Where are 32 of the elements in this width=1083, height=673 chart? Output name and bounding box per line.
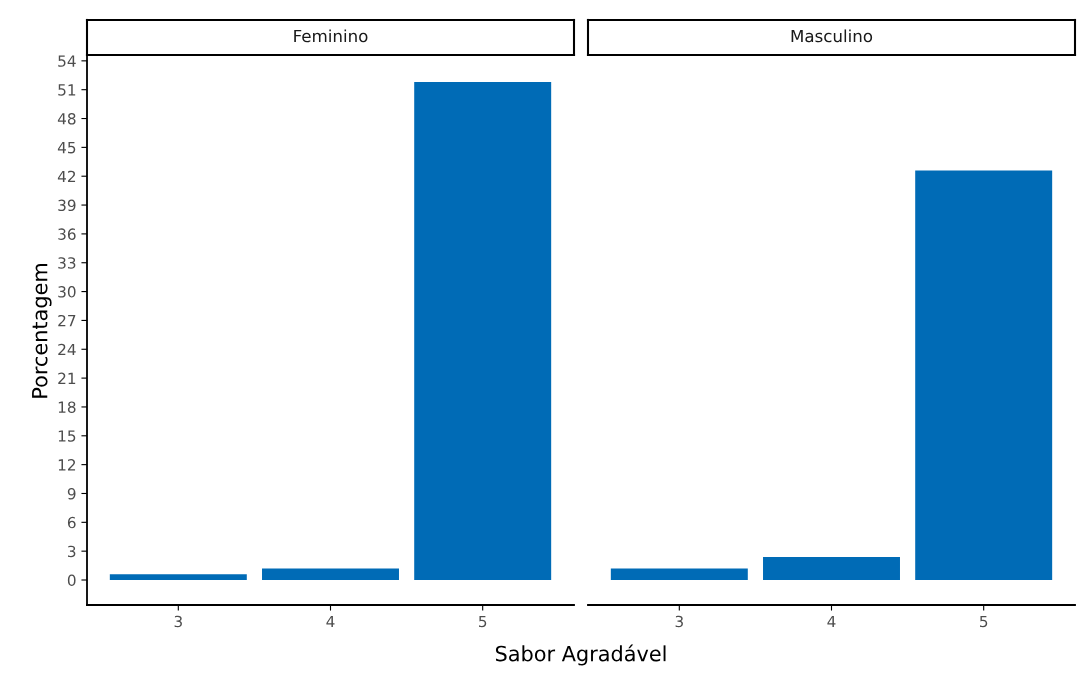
y-tick-label: 30 — [58, 286, 76, 298]
y-tick-label: 6 — [67, 516, 76, 529]
x-tick-label: 3 — [174, 615, 182, 628]
y-tick-label: 33 — [58, 257, 76, 269]
y-tick-label: 48 — [57, 113, 76, 125]
x-tick-label: 5 — [479, 615, 487, 628]
y-tick-label: 39 — [58, 199, 76, 212]
x-tick-label: 4 — [326, 615, 335, 628]
x-axis-title: Sabor Agradável — [495, 644, 666, 666]
chart-title: Feminino — [294, 29, 368, 43]
y-tick-label: 9 — [67, 487, 76, 500]
y-tick-label: 36 — [58, 228, 76, 240]
bar — [262, 568, 399, 580]
y-tick-label: 42 — [57, 170, 76, 183]
y-tick-label: 21 — [58, 372, 76, 384]
y-tick-label: 12 — [58, 459, 76, 471]
x-tick-label: 5 — [980, 615, 988, 628]
y-axis-title: Porcentagem — [32, 264, 52, 398]
y-tick-label: 24 — [58, 343, 76, 356]
y-tick-label: 51 — [58, 84, 76, 96]
y-tick-label: 18 — [58, 401, 76, 413]
y-tick-label: 27 — [58, 314, 76, 327]
y-tick-label: 15 — [58, 430, 76, 442]
y-tick-label: 3 — [68, 545, 76, 558]
x-tick-label: 3 — [675, 615, 683, 628]
x-tick-label: 4 — [827, 615, 836, 628]
chart-title: Masculino — [791, 29, 873, 43]
y-tick-label: 54 — [58, 55, 76, 67]
y-tick-label: 45 — [57, 142, 76, 154]
y-tick-label: 0 — [67, 574, 76, 587]
bar — [414, 82, 552, 580]
bar — [109, 574, 247, 580]
